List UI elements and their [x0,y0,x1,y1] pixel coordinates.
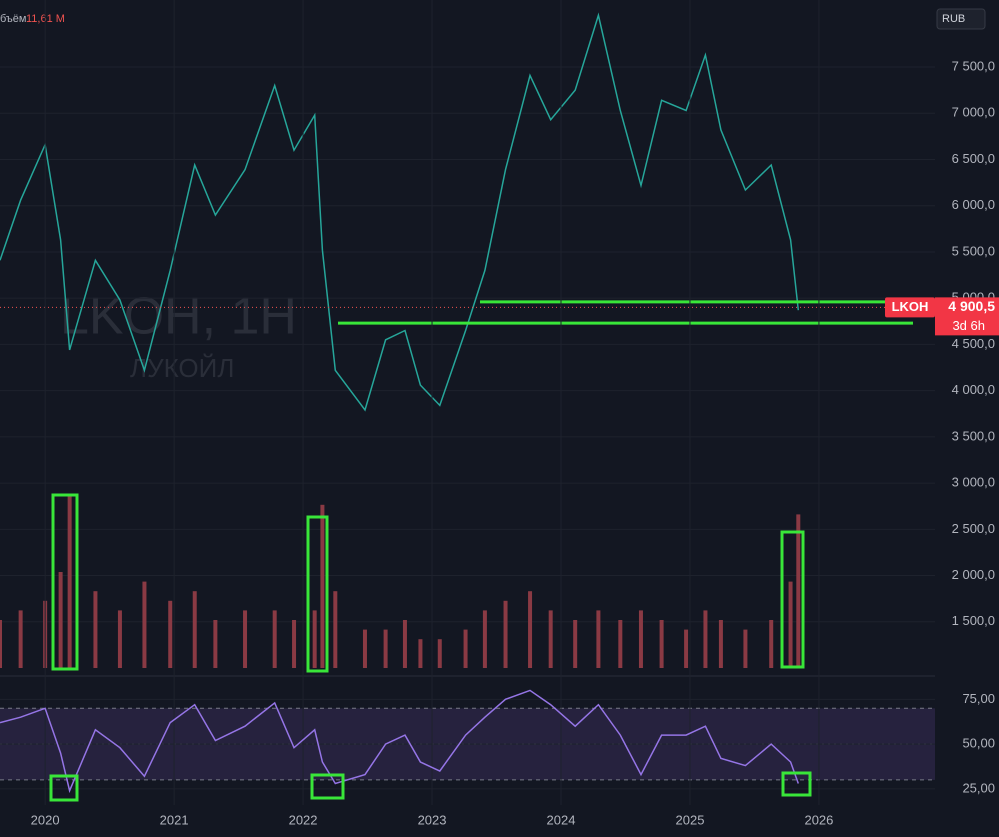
line [0,12,800,412]
y-tick-label: 5 500,0 [952,243,995,258]
price-box [935,297,999,336]
x-tick-label: 2025 [676,812,705,827]
volume-bar [528,591,533,668]
x-tick-label: 2024 [547,812,576,827]
watermark: LKOH, 1H [60,288,297,346]
volume-bar [362,629,367,668]
volume-bar [796,514,801,668]
volume-bar [402,620,407,668]
price-label: 4 900,5 [948,298,995,314]
volume-bar [333,591,338,668]
volume-bar [383,629,388,668]
y-tick-label: 75,00 [962,691,995,706]
volume-legend: бъём [0,13,27,25]
volume-bar [142,581,147,668]
volume-bar [272,610,277,668]
y-tick-label: 2 500,0 [952,521,995,536]
volume-bar [418,639,423,668]
volume-bar [18,610,23,668]
volume-bar [703,610,708,668]
volume-bar [684,629,689,668]
y-tick-label: 3 500,0 [952,428,995,443]
x-tick-label: 2026 [804,812,833,827]
y-tick-label: 4 500,0 [952,336,995,351]
volume-bar [312,610,317,668]
volume-bar [320,504,325,668]
volume-bar [743,629,748,668]
volume-bar [58,572,63,668]
x-tick-label: 2023 [418,812,447,827]
ticker-box [885,297,935,318]
currency[interactable]: RUB [942,13,965,25]
y-tick-label: 7 000,0 [952,105,995,120]
volume-bar [503,600,508,668]
volume-bar [117,610,122,668]
volume-bar [618,620,623,668]
x-tick-label: 2021 [160,812,189,827]
volume-bar [596,610,601,668]
volume-bar [769,620,774,668]
y-tick-label: 4 000,0 [952,382,995,397]
volume-bar [659,620,664,668]
volume-bar [788,581,793,668]
volume-bar [292,620,297,668]
y-tick-label: 50,00 [962,736,995,751]
y-tick-label: 6 500,0 [952,151,995,166]
y-tick-label: 1 500,0 [952,613,995,628]
volume-bar [573,620,578,668]
countdown-label: 3d 6h [952,318,985,333]
volume-bar [192,591,197,668]
line [0,689,800,794]
x-tick-label: 2020 [31,812,60,827]
x-tick-label: 2022 [289,812,318,827]
y-tick-label: 7 500,0 [952,58,995,73]
volume-bar [0,620,2,668]
highlight-boxes [49,493,812,802]
volume-bar [463,629,468,668]
ticker-label: LKOH [892,299,929,314]
volume-bar [67,495,72,668]
volume-bar [168,600,173,668]
y-tick-label: 3 000,0 [952,475,995,490]
volume-bar [548,610,553,668]
currency-box[interactable] [936,8,986,30]
volume-bar [482,610,487,668]
volume-bar [437,639,442,668]
volume-bar [638,610,643,668]
volume-bar [93,591,98,668]
volume-bar [243,610,248,668]
y-tick-label: 25,00 [962,780,995,795]
volume-bar [718,620,723,668]
volume-bar [213,620,218,668]
y-tick-label: 2 000,0 [952,567,995,582]
y-tick-label: 6 000,0 [952,197,995,212]
